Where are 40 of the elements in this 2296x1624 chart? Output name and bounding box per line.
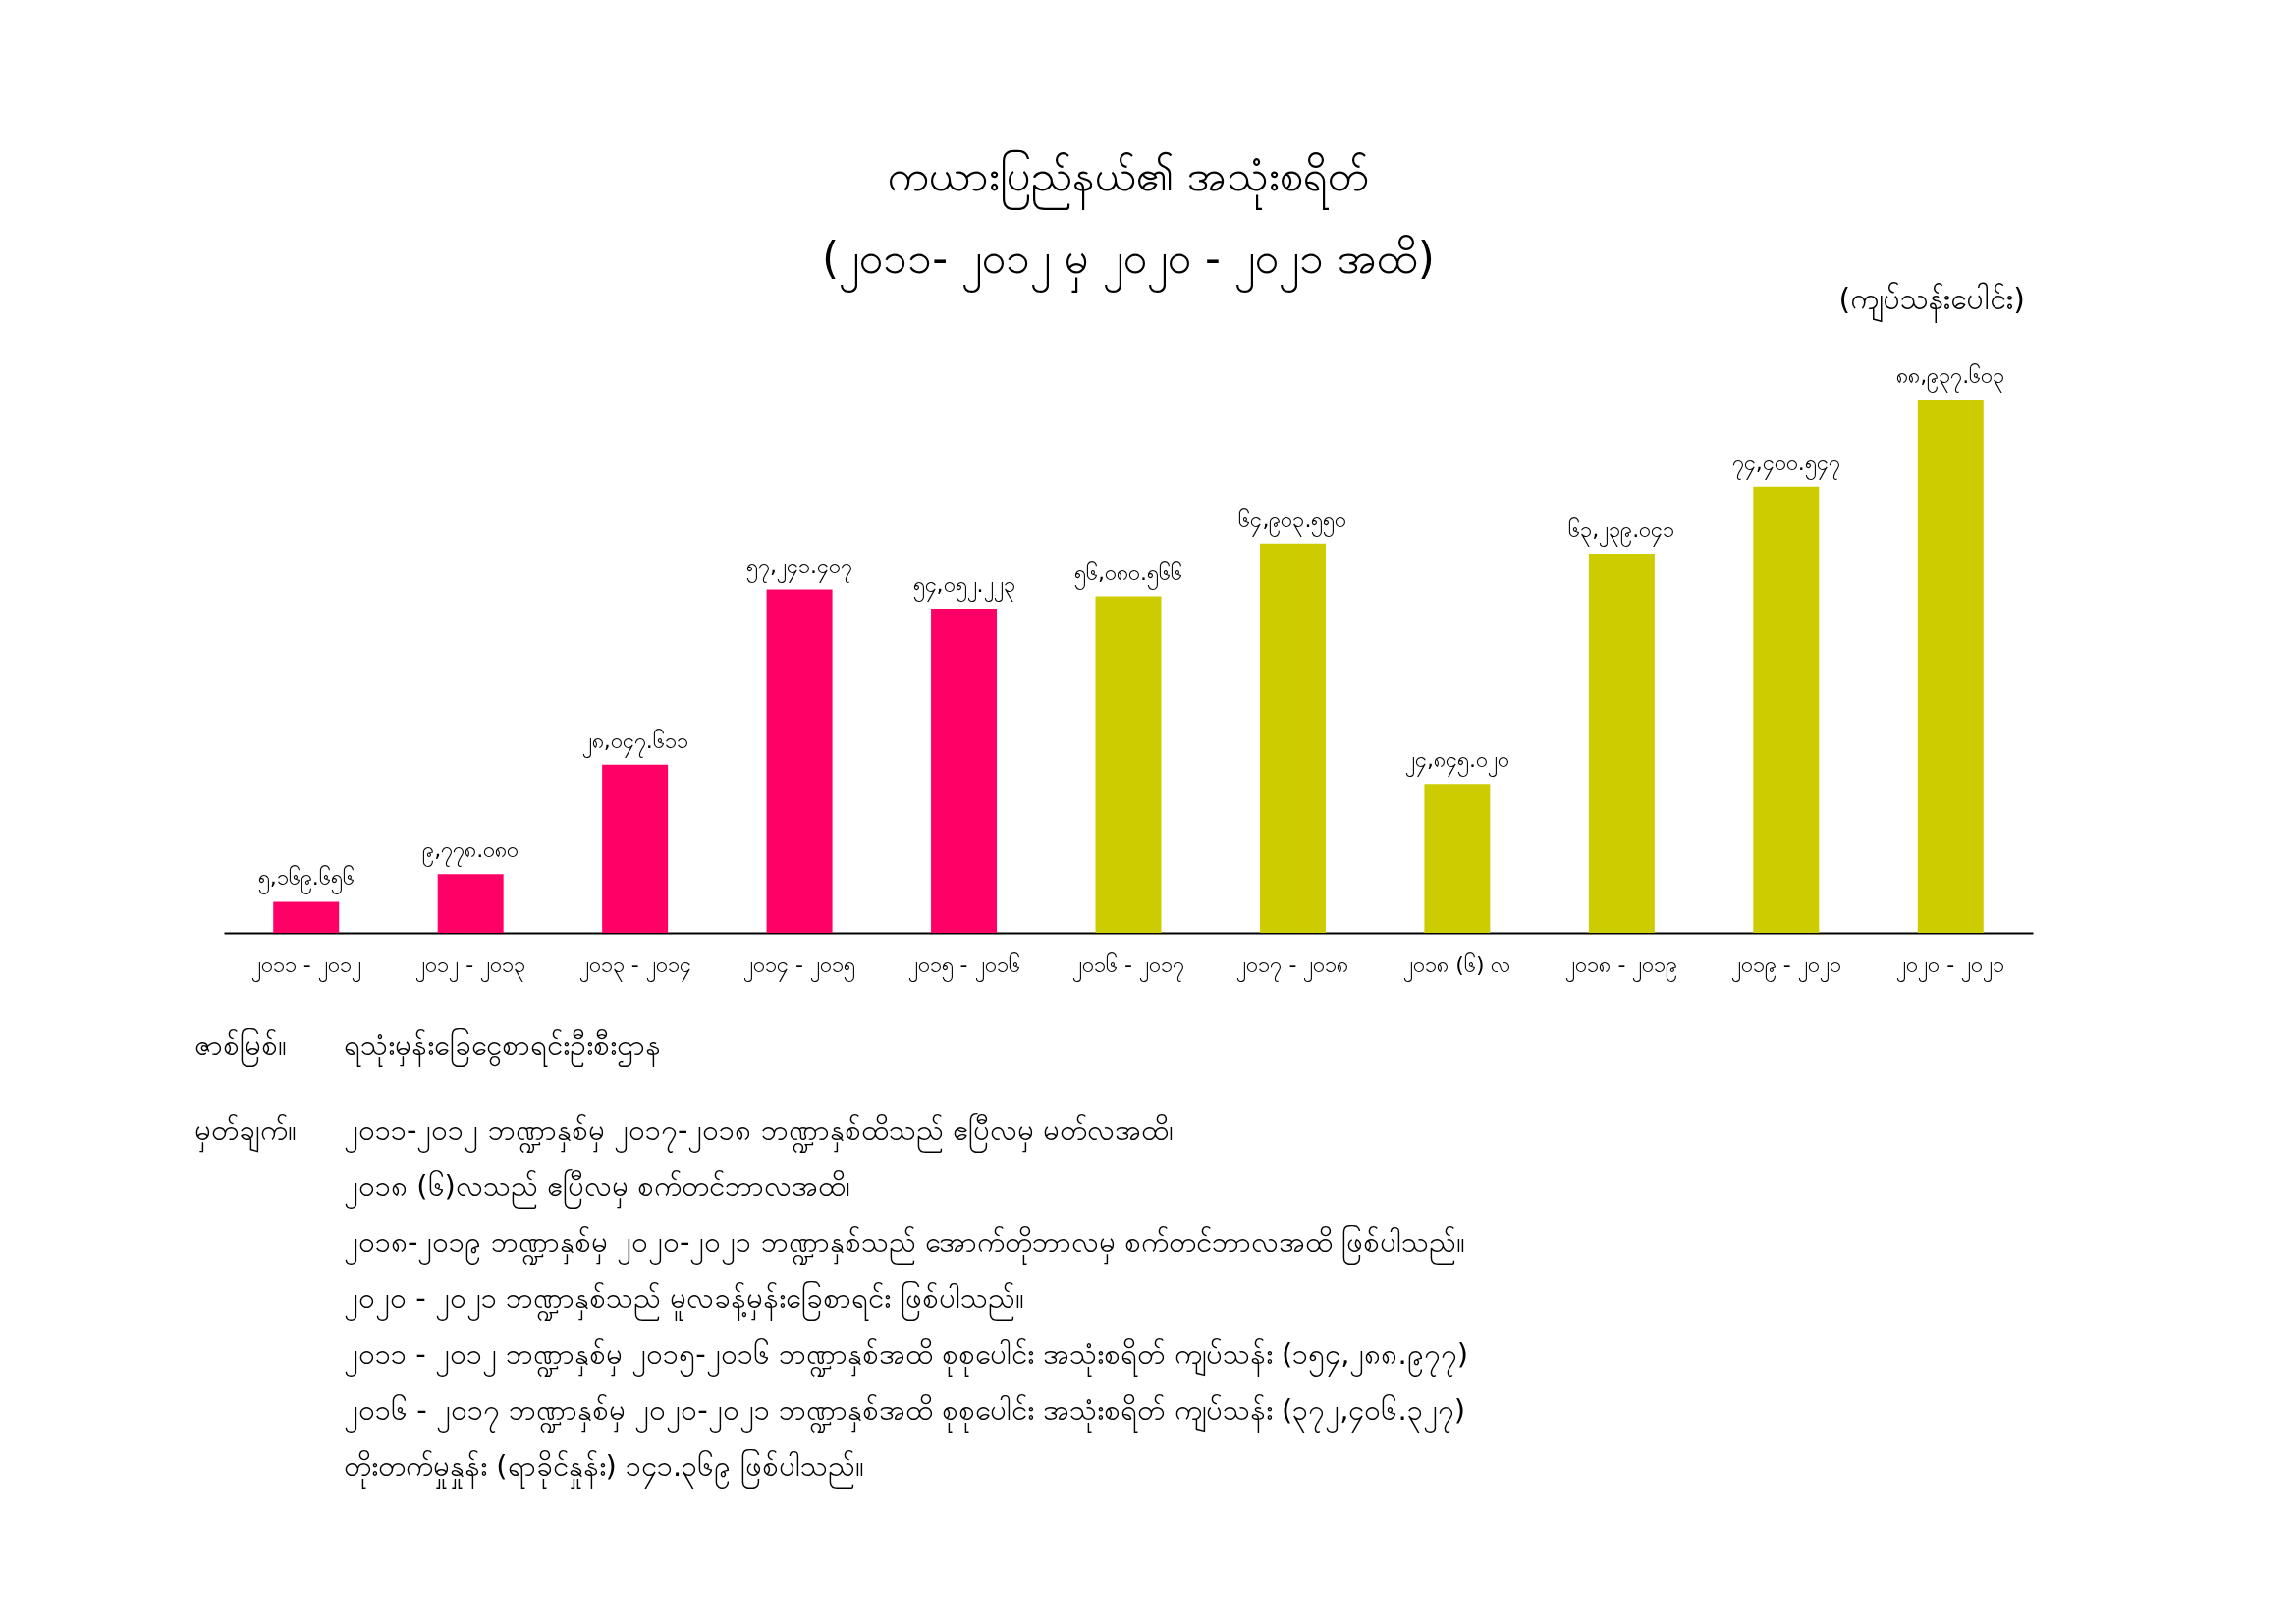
data-label: ၂၄,၈၄၅.၀၂၀: [1404, 747, 1509, 778]
bar: [1753, 486, 1820, 933]
data-label: ၉,၇၇၈.၀၈၀: [422, 838, 519, 868]
x-tick-label: ၂၀၁၈ - ၂၀၁၉: [1565, 951, 1678, 982]
text: ရသုံးမှန်းခြေငွေစာရင်းဦးစီးဌာန: [344, 1027, 662, 1069]
bar: [1424, 784, 1491, 933]
bar: [1917, 400, 1984, 933]
chart-subtitle: (၂၀၁၁- ၂၀၁၂ မှ ၂၀၂၀ - ၂၀၂၁ အထိ): [821, 233, 1436, 293]
bar: [273, 901, 340, 933]
data-label: ၇၄,၄၀၀.၅၄၇: [1731, 450, 1840, 480]
bar: [1588, 553, 1655, 933]
text: ဇာစ်မြစ်။: [194, 1027, 288, 1069]
bar: [766, 589, 833, 933]
bar: [1259, 543, 1326, 933]
x-tick-label: ၂၀၁၉ - ၂၀၂၀: [1730, 951, 1841, 982]
bar: [931, 608, 998, 933]
x-tick-label: ၂၀၁၈ (၆) လ: [1403, 951, 1511, 982]
x-tick-label: ၂၀၂၀ - ၂၀၂၁: [1896, 951, 2005, 982]
bar: [437, 874, 504, 933]
data-label: ၅၇,၂၄၁.၄၀၇: [746, 553, 853, 583]
x-tick-label: ၂၀၁၃ - ၂၀၁၄: [578, 951, 691, 982]
x-tick-label: ၂၀၁၄ - ၂၀၁၅: [743, 951, 856, 982]
x-tick-label: ၂၀၁၁ - ၂၀၁၂: [250, 951, 361, 982]
x-tick-label: ၂၀၁၅ - ၂၀၁၆: [907, 951, 1020, 982]
text: မှတ်ချက်။: [194, 1112, 298, 1155]
data-label: ၅,၁၆၉.၆၅၆: [257, 865, 355, 895]
data-label: ၅၄,၀၅၂.၂၂၃: [912, 571, 1015, 602]
data-label: ၂၈,၀၄၇.၆၁၁: [581, 728, 688, 758]
bar: [1095, 596, 1162, 933]
x-tick-label: ၂၀၁၇ - ၂၀၁၈: [1236, 951, 1349, 982]
chart-title: ကယားပြည်နယ်၏ အသုံးစရိတ်: [887, 149, 1370, 210]
data-label: ၆၄,၉၀၃.၅၅၀: [1238, 507, 1347, 537]
data-label: ၅၆,၀၈၀.၅၆၆: [1074, 560, 1182, 590]
bar: [602, 764, 669, 933]
text: ၂၀၁၁-၂၀၁၂ ဘဏ္ဍာနှစ်မှ ၂၀၁၇-၂၀၁၈ ဘဏ္ဍာနှစ်ထိသည် ဧပြီလမှ မတ်လအထိ၊ ၂၀၁၈ (၆)လသည် ဧပြီလမှ စက်တင်ဘာလအထိ၊ ၂၀၁၈-၂၀၁၉ ဘဏ္ဍာနှစ်မှ ၂၀၂၀-၂၀၂၁ ဘဏ္ဍာနှစ်သည် အောက်တိုဘာလမှ စက်တင်ဘာလအထိ ဖြစ်ပါသည်။ ၂၀၂၀ - ၂၀၂၁ ဘဏ္ဍာနှစ်သည် မူလခန့်မှန်းခြေစာရင်း ဖြစ်ပါသည်။ ၂၀၁၁ - ၂၀၁၂ ဘဏ္ဍာနှစ်မှ ၂၀၁၅-၂၀၁၆ ဘဏ္ဍာနှစ်အထိ စုစုပေါင်း အသုံးစရိတ် ကျပ်သန်း (၁၅၄,၂၈၈.၉၇၇) ၂၀၁၆ - ၂၀၁၇ ဘဏ္ဍာနှစ်မှ ၂၀၂၀-၂၀၂၁ ဘဏ္ဍာနှစ်အထိ စုစုပေါင်း အသုံးစရိတ် ကျပ်သန်း (၃၇၂,၄၀၆.၃၂၇) တိုးတက်မှုနှုန်း (ရာခိုင်နှုန်း) ၁၄၁.၃၆၉ ဖြစ်ပါသည်။: [344, 1112, 1468, 1490]
data-label: ၆၃,၂၃၉.၀၄၁: [1568, 516, 1675, 547]
x-tick-label: ၂၀၁၆ - ၂၀၁၇: [1072, 951, 1184, 982]
x-tick-label: ၂၀၁၂ - ၂၀၁၃: [415, 951, 526, 982]
y-axis-title: (ကျပ်သန်းပေါင်း): [1838, 282, 2025, 323]
data-label: ၈၈,၉၃၇.၆၀၃: [1896, 363, 2005, 393]
